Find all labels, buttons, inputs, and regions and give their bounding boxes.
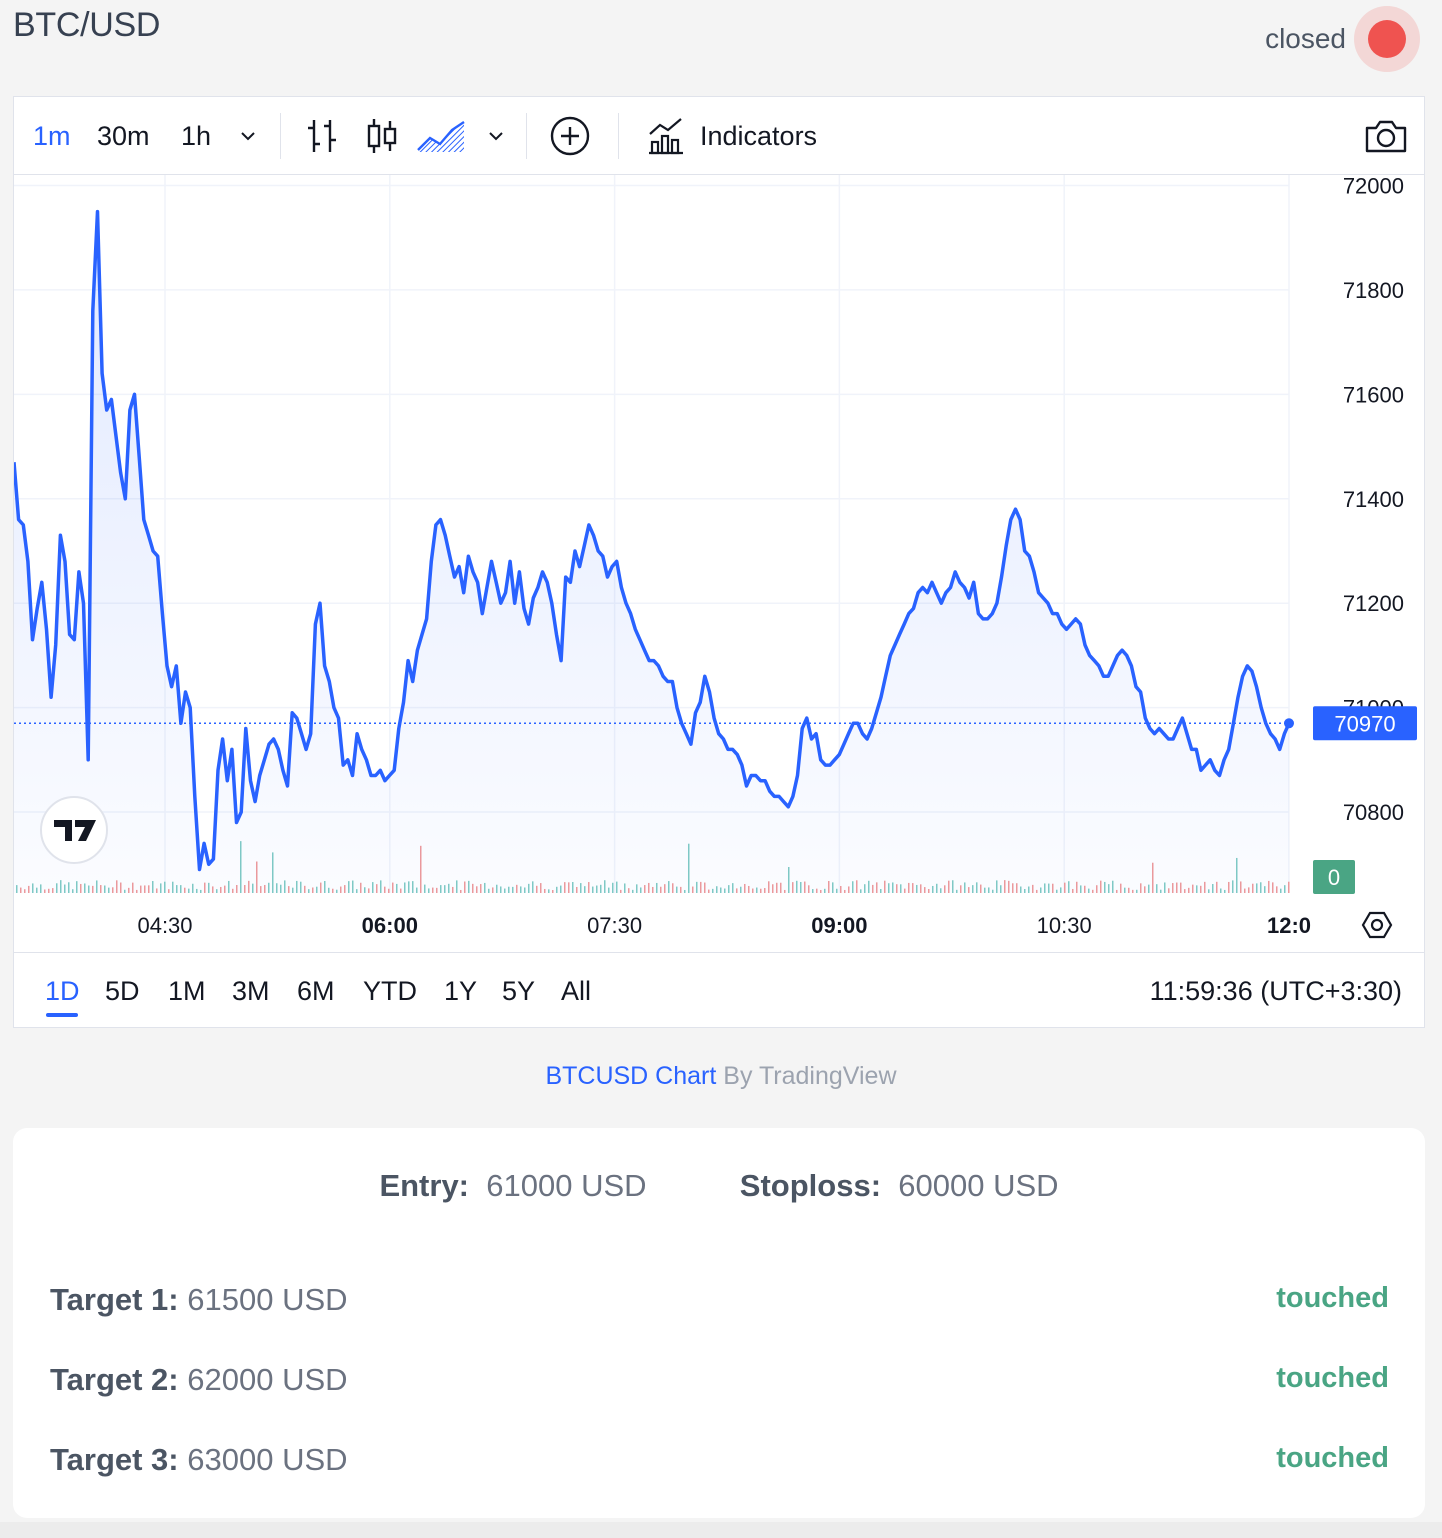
- bottom-bar: [0, 1522, 1442, 1538]
- signal-card: Entry: 61000 USD Stoploss: 60000 USD Tar…: [13, 1128, 1425, 1518]
- x-tick-label: 07:30: [587, 913, 642, 938]
- price-line: [14, 209, 1291, 872]
- range-all[interactable]: All: [561, 975, 592, 1006]
- candles-style-button[interactable]: [362, 97, 402, 175]
- target-value: 63000: [187, 1442, 274, 1477]
- attribution-link[interactable]: BTCUSD Chart: [545, 1062, 717, 1090]
- tradingview-widget: 1m 30m 1h: [13, 96, 1425, 1028]
- indicators-button[interactable]: Indicators: [646, 97, 817, 175]
- status-text: closed: [1265, 23, 1346, 54]
- plus-circle-icon: [550, 116, 590, 156]
- range-5d[interactable]: 5D: [105, 975, 140, 1006]
- candlestick-icon: [367, 119, 397, 153]
- price-area: [14, 211, 1289, 894]
- x-tick-label: 12:0: [1267, 913, 1311, 938]
- last-price-dot: [1284, 718, 1294, 729]
- last-price-label: 70970: [1313, 706, 1417, 741]
- target-currency: USD: [282, 1442, 348, 1477]
- range-5y[interactable]: 5Y: [502, 975, 536, 1006]
- interval-1m[interactable]: 1m: [33, 120, 71, 151]
- chart-attribution: BTCUSD Chart By TradingView: [0, 1062, 1442, 1091]
- volume-label: 0: [1313, 860, 1355, 894]
- y-tick-label: 71200: [1343, 591, 1404, 616]
- range-1d[interactable]: 1D: [45, 975, 80, 1006]
- target-currency: USD: [282, 1362, 348, 1397]
- range-1y[interactable]: 1Y: [444, 975, 478, 1006]
- range-bar: 1D 5D 1M 3M 6M YTD 1Y 5Y All 11:59:36 (U…: [14, 952, 1424, 1028]
- indicators-icon: [649, 118, 683, 155]
- y-tick-label: 71800: [1343, 278, 1404, 303]
- chevron-down-icon: [489, 132, 503, 141]
- range-ytd[interactable]: YTD: [363, 975, 417, 1006]
- camera-icon: [1365, 120, 1407, 153]
- target-status: touched: [1276, 1362, 1389, 1394]
- attribution-suffix: By TradingView: [716, 1062, 897, 1090]
- pair-title: BTC/USD: [13, 6, 161, 44]
- y-tick-label: 72000: [1343, 175, 1404, 198]
- chart-type-dropdown[interactable]: [484, 97, 508, 175]
- timezone-clock[interactable]: 11:59:36 (UTC+3:30): [1149, 975, 1402, 1006]
- status-dot: [1368, 20, 1406, 58]
- area-chart-icon: [417, 121, 465, 152]
- target-currency: USD: [282, 1282, 348, 1317]
- x-tick-label: 10:30: [1037, 913, 1092, 938]
- target-label: Target 1:: [50, 1282, 179, 1317]
- interval-30m[interactable]: 30m: [97, 120, 150, 151]
- range-1m[interactable]: 1M: [168, 975, 206, 1006]
- chevron-down-icon: [241, 132, 255, 141]
- entry-currency: USD: [581, 1168, 647, 1203]
- svg-text:70970: 70970: [1334, 711, 1395, 736]
- target-row: Target 2: 62000 USD touched: [50, 1362, 1389, 1402]
- entry-label: Entry:: [379, 1168, 470, 1203]
- active-range-underline: [46, 1013, 78, 1017]
- interval-1h[interactable]: 1h: [181, 120, 212, 151]
- x-tick-label: 04:30: [137, 913, 192, 938]
- bar-chart-icon: [308, 120, 336, 152]
- y-tick-label: 71400: [1343, 487, 1404, 512]
- target-value: 62000: [187, 1362, 274, 1397]
- range-6m[interactable]: 6M: [297, 975, 335, 1006]
- chart-toolbar: 1m 30m 1h: [14, 97, 1424, 175]
- bars-style-button[interactable]: [302, 97, 342, 175]
- y-tick-label: 70800: [1343, 800, 1404, 825]
- target-row: Target 1: 61500 USD touched: [50, 1282, 1389, 1322]
- area-style-button[interactable]: [416, 97, 466, 175]
- range-3m[interactable]: 3M: [232, 975, 270, 1006]
- target-value: 61500: [187, 1282, 274, 1317]
- target-label: Target 3:: [50, 1442, 179, 1477]
- status-indicator: [1354, 6, 1420, 72]
- interval-dropdown[interactable]: [236, 97, 260, 175]
- screenshot-button[interactable]: [1364, 97, 1408, 175]
- stoploss-label: Stoploss:: [739, 1168, 882, 1203]
- chart-settings-button[interactable]: [1361, 911, 1393, 939]
- target-row: Target 3: 63000 USD touched: [50, 1442, 1389, 1482]
- entry-stoploss-row: Entry: 61000 USD Stoploss: 60000 USD: [13, 1168, 1425, 1204]
- indicators-label: Indicators: [700, 120, 818, 151]
- svg-text:0: 0: [1328, 865, 1340, 890]
- entry-value: 61000: [486, 1168, 573, 1203]
- y-tick-label: 71600: [1343, 382, 1404, 407]
- price-chart-svg[interactable]: 72000718007160071400712007100070800 7097…: [14, 175, 1426, 951]
- market-status: closed: [1265, 6, 1420, 72]
- target-status: touched: [1276, 1282, 1389, 1314]
- stoploss-value: 60000: [898, 1168, 985, 1203]
- compare-button[interactable]: [549, 97, 591, 175]
- x-tick-label: 06:00: [362, 913, 418, 938]
- target-status: touched: [1276, 1442, 1389, 1474]
- target-label: Target 2:: [50, 1362, 179, 1397]
- stoploss-currency: USD: [993, 1168, 1059, 1203]
- price-chart[interactable]: 72000718007160071400712007100070800 7097…: [14, 175, 1426, 951]
- x-tick-label: 09:00: [811, 913, 867, 938]
- tradingview-logo[interactable]: [40, 796, 108, 864]
